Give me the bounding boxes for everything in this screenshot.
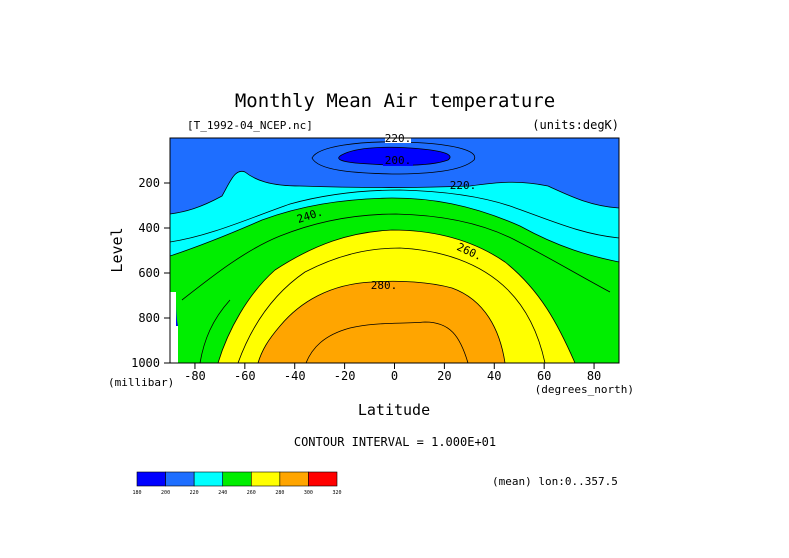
contour-label-280: 280.	[371, 279, 398, 292]
colorbar-label: 300	[304, 490, 313, 496]
plot-area: 220. 200. 220. 240. 260. 280.	[169, 132, 620, 364]
colorbar-swatch	[308, 471, 338, 487]
contour-240	[169, 197, 620, 263]
band-2	[170, 171, 619, 262]
x-tick-label: 60	[537, 369, 551, 383]
units-label: (units:degK)	[532, 118, 619, 132]
y-axis-title: Level	[108, 227, 126, 272]
contour-290	[305, 321, 469, 364]
contour-250	[181, 213, 611, 301]
colorbar-swatch	[279, 471, 309, 487]
missing-data	[170, 292, 178, 363]
x-tick-label: 20	[437, 369, 451, 383]
colorbar-label: 220	[190, 490, 199, 496]
colorbar-swatch	[136, 471, 166, 487]
contour-interval: CONTOUR INTERVAL = 1.000E+01	[294, 435, 496, 449]
band-1	[170, 138, 619, 214]
contour-lines	[169, 141, 620, 364]
y-axis-unit: (millibar)	[108, 376, 174, 389]
y-tick-label: 400	[138, 221, 160, 235]
colorbar-swatch	[165, 471, 195, 487]
contour-edge-left	[199, 299, 231, 364]
colorbar-label: 240	[218, 490, 227, 496]
y-tick-label: 800	[138, 311, 160, 325]
colorbar-label: 280	[275, 490, 284, 496]
contour-label-200: 200.	[385, 154, 412, 167]
x-axis-title: Latitude	[358, 401, 430, 419]
contour-280	[257, 280, 506, 364]
contour-260	[217, 229, 576, 364]
x-tick-label: -80	[184, 369, 206, 383]
y-tick-label: 600	[138, 266, 160, 280]
contour-220	[169, 170, 620, 215]
y-axis: 200 400 600 800 1000	[131, 176, 170, 370]
x-axis-unit: (degrees_north)	[535, 383, 634, 396]
averaging-label: (mean) lon:0..357.5	[492, 475, 618, 488]
x-tick-label: -60	[234, 369, 256, 383]
colorbar-label: 180	[132, 490, 141, 496]
colorbar-swatch	[222, 471, 252, 487]
y-tick-label: 1000	[131, 356, 160, 370]
contour-label-220: 220.	[450, 179, 477, 192]
contour-270	[237, 247, 546, 364]
x-tick-label: -20	[334, 369, 356, 383]
colorbar-label: 200	[161, 490, 170, 496]
x-tick-label: 40	[487, 369, 501, 383]
y-tick-label: 200	[138, 176, 160, 190]
band-3	[170, 198, 619, 363]
band-5	[258, 281, 505, 363]
contour-210	[311, 141, 476, 175]
contour-200	[338, 146, 451, 166]
contour-230	[169, 189, 620, 243]
colorbar-label: 320	[332, 490, 341, 496]
x-tick-label: 0	[391, 369, 398, 383]
colorbar-label: 260	[247, 490, 256, 496]
colorbar-swatch	[250, 471, 281, 487]
band-4	[218, 230, 575, 363]
x-axis: -80 -60 -40 -20 0 20 40 60 80	[184, 363, 601, 383]
colorbar-swatch	[193, 471, 224, 487]
x-tick-label: -40	[284, 369, 306, 383]
file-label: [T_1992-04_NCEP.nc]	[187, 119, 313, 132]
x-tick-label: 80	[587, 369, 601, 383]
chart-title: Monthly Mean Air temperature	[235, 90, 555, 112]
colorbar: 180 200 220 240 260 280 300 320	[132, 471, 342, 496]
